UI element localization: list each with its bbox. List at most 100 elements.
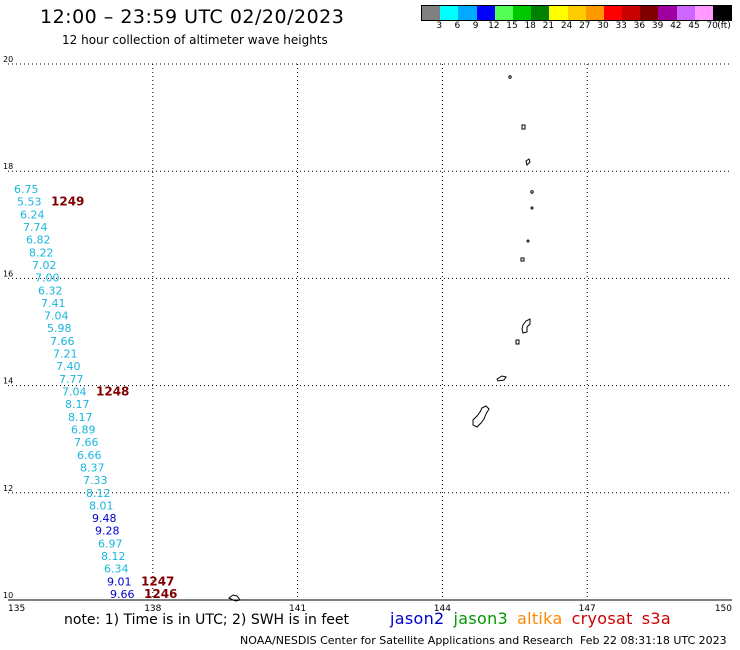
color-swatch bbox=[713, 6, 732, 20]
longitude-label: 147 bbox=[579, 604, 596, 614]
swh-value: 7.33 bbox=[83, 474, 108, 487]
color-swatch bbox=[658, 6, 677, 20]
swh-value: 7.04 bbox=[62, 386, 87, 399]
color-scale-label: 18 bbox=[524, 21, 536, 31]
color-swatch bbox=[458, 6, 477, 20]
island bbox=[508, 75, 512, 79]
swh-value: 6.34 bbox=[104, 563, 129, 576]
legend-altika: altika bbox=[517, 609, 563, 628]
island-coastlines bbox=[228, 75, 534, 602]
latitude-label: 20 bbox=[3, 55, 13, 64]
color-scale-label: 6 bbox=[454, 21, 461, 31]
pass-time-label: 1246 bbox=[144, 587, 177, 601]
color-swatch bbox=[640, 6, 659, 20]
color-swatch bbox=[440, 6, 459, 20]
color-scale-label: 30 bbox=[597, 21, 609, 31]
swh-value: 9.28 bbox=[95, 525, 120, 538]
latitude-label: 18 bbox=[3, 162, 13, 171]
color-swatch bbox=[422, 6, 441, 20]
color-swatch bbox=[603, 6, 623, 20]
legend-s3a: s3a bbox=[641, 609, 671, 628]
island bbox=[228, 594, 241, 602]
color-scale-label: 39 bbox=[651, 21, 664, 31]
color-scale-label: 45 bbox=[688, 21, 700, 31]
swh-value: 7.66 bbox=[74, 436, 99, 449]
latitude-label: 14 bbox=[3, 377, 13, 386]
swh-value: 5.53 bbox=[17, 196, 42, 209]
longitude-label: 135 bbox=[8, 604, 25, 614]
color-scale-label: 70 bbox=[706, 21, 718, 31]
color-scale-bar bbox=[421, 5, 733, 21]
island bbox=[530, 190, 534, 194]
color-scale-label: 33 bbox=[615, 21, 627, 31]
color-swatch bbox=[694, 6, 713, 20]
color-scale-label: 9 bbox=[472, 21, 479, 31]
map-grid bbox=[8, 63, 732, 601]
color-scale-label: 21 bbox=[542, 21, 555, 31]
swh-value: 8.17 bbox=[68, 411, 93, 424]
color-swatch bbox=[476, 6, 495, 20]
island bbox=[521, 318, 531, 334]
swh-value: 6.75 bbox=[14, 183, 39, 196]
color-swatch bbox=[494, 6, 513, 20]
island bbox=[530, 206, 534, 210]
color-swatch bbox=[531, 6, 550, 20]
footnote: note: 1) Time is in UTC; 2) SWH is in fe… bbox=[64, 612, 350, 628]
legend-jason3: jason3 bbox=[453, 609, 508, 628]
island bbox=[496, 375, 507, 382]
color-swatch bbox=[676, 6, 695, 20]
swh-value: 9.66 bbox=[110, 588, 135, 601]
color-swatch bbox=[585, 6, 604, 20]
credit-line: NOAA/NESDIS Center for Satellite Applica… bbox=[240, 634, 574, 647]
latitude-label: 16 bbox=[3, 269, 13, 278]
color-scale-label: 15 bbox=[506, 21, 518, 31]
swh-value: 6.32 bbox=[38, 284, 63, 297]
swh-value: 7.00 bbox=[35, 272, 60, 285]
swh-value: 7.66 bbox=[50, 335, 75, 348]
swh-value: 6.82 bbox=[26, 234, 51, 247]
color-scale-label: 12 bbox=[488, 21, 500, 31]
color-swatch bbox=[512, 6, 532, 20]
legend-cryosat: cryosat bbox=[571, 609, 633, 628]
island bbox=[515, 339, 520, 345]
swh-value: 9.48 bbox=[92, 512, 117, 525]
swh-value: 6.24 bbox=[20, 208, 45, 221]
swh-value: 8.01 bbox=[89, 499, 114, 512]
island bbox=[526, 239, 530, 243]
color-swatch bbox=[567, 6, 586, 20]
longitude-label: 138 bbox=[144, 604, 161, 614]
map-subtitle: 12 hour collection of altimeter wave hei… bbox=[62, 33, 328, 47]
island bbox=[525, 158, 531, 166]
swh-value: 8.12 bbox=[86, 487, 111, 500]
island bbox=[521, 124, 526, 130]
swh-value: 7.02 bbox=[32, 259, 57, 272]
latitude-label: 12 bbox=[3, 484, 13, 493]
island bbox=[520, 257, 525, 262]
guam-island bbox=[472, 405, 490, 428]
pass-time-label: 1248 bbox=[96, 385, 129, 399]
swh-value: 7.74 bbox=[23, 221, 48, 234]
swh-value: 6.66 bbox=[77, 449, 102, 462]
swh-value: 8.17 bbox=[65, 398, 90, 411]
color-swatch bbox=[549, 6, 568, 20]
swh-value: 6.89 bbox=[71, 423, 96, 436]
color-scale-label: 24 bbox=[560, 21, 573, 31]
swh-value: 7.41 bbox=[41, 297, 66, 310]
longitude-label: 150 bbox=[715, 604, 732, 614]
swh-value: 8.22 bbox=[29, 246, 54, 259]
color-scale-label: 36 bbox=[633, 21, 646, 31]
longitude-label: 141 bbox=[289, 604, 306, 614]
latitude-label: 10 bbox=[3, 591, 13, 600]
swh-value: 7.04 bbox=[44, 310, 69, 323]
color-swatch bbox=[622, 6, 641, 20]
swh-value: 7.77 bbox=[59, 373, 84, 386]
color-scale-label: 42 bbox=[670, 21, 682, 31]
swh-value: 5.98 bbox=[47, 322, 72, 335]
swh-value: 8.37 bbox=[80, 461, 105, 474]
legend-jason2: jason2 bbox=[390, 609, 445, 628]
swh-values: 6.755.536.247.746.828.227.027.006.327.41… bbox=[14, 183, 135, 601]
color-scale-label: 27 bbox=[579, 21, 591, 31]
satellite-legend: jason2 jason3 altika cryosat s3a bbox=[390, 609, 680, 628]
swh-value: 8.12 bbox=[101, 550, 126, 563]
